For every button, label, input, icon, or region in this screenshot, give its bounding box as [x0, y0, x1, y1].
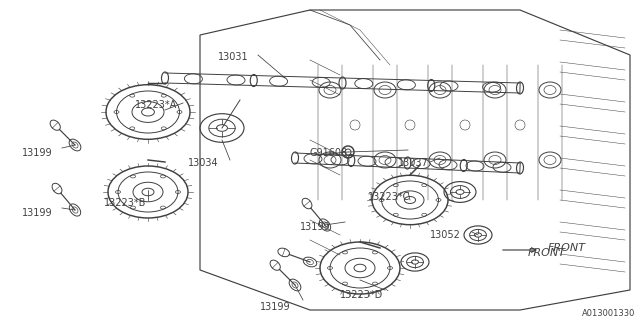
- Text: FRONT: FRONT: [528, 248, 566, 258]
- Text: 13223*D: 13223*D: [340, 290, 383, 300]
- Text: 13199: 13199: [260, 302, 291, 312]
- Text: G91608: G91608: [310, 148, 348, 158]
- Text: 13031: 13031: [218, 52, 248, 62]
- Text: 13199: 13199: [300, 222, 331, 232]
- Text: 13223*B: 13223*B: [104, 198, 147, 208]
- Text: 13052: 13052: [430, 230, 461, 240]
- Text: 13199: 13199: [22, 208, 52, 218]
- Text: 13034: 13034: [188, 158, 219, 168]
- Text: 13223*C: 13223*C: [368, 192, 410, 202]
- Text: 13199: 13199: [22, 148, 52, 158]
- Text: 13037: 13037: [398, 158, 429, 168]
- Text: FRONT: FRONT: [548, 243, 586, 253]
- Text: 13223*A: 13223*A: [135, 100, 177, 110]
- Text: A013001330: A013001330: [582, 309, 635, 318]
